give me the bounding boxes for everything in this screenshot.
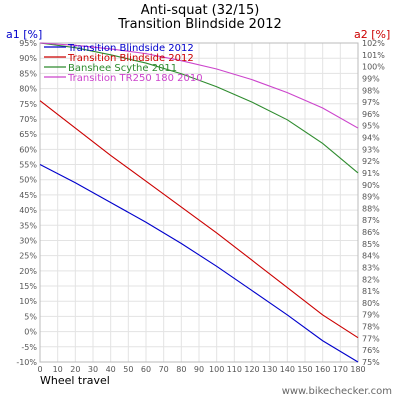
y-left-tick-label: 90% <box>19 54 37 63</box>
x-tick-label: 110 <box>227 365 242 374</box>
series-line-2 <box>39 100 359 339</box>
x-tick-label: 100 <box>209 365 224 374</box>
y-right-tick-label: 78% <box>362 323 380 332</box>
y-left-tick-label: 65% <box>19 130 37 139</box>
x-tick-label: 180 <box>350 365 365 374</box>
y-right-tick-label: 76% <box>362 346 380 355</box>
y-left-tick-label: 0% <box>24 328 37 337</box>
y-right-tick-label: 84% <box>362 252 380 261</box>
y-left-tick-label: 45% <box>19 191 37 200</box>
y-right-tick-label: 90% <box>362 181 380 190</box>
y-left-tick-label: 15% <box>19 282 37 291</box>
y-left-tick-label: 40% <box>19 206 37 215</box>
legend-label-1: Transition Blindside 2012 <box>67 43 194 54</box>
y-left-tick-label: 85% <box>19 69 37 78</box>
x-tick-label: 50 <box>123 365 133 374</box>
y-right-tick-label: 80% <box>362 299 380 308</box>
y-right-tick-label: 95% <box>362 122 380 131</box>
x-tick-label: 150 <box>297 365 312 374</box>
y-right-tick-label: 83% <box>362 263 380 272</box>
y-right-tick-label: 86% <box>362 228 380 237</box>
y-right-tick-label: 98% <box>362 86 380 95</box>
series-lines <box>39 42 359 363</box>
y-left-tick-label: 50% <box>19 176 37 185</box>
y-left-axis-label: a1 [%] <box>6 28 42 41</box>
y-right-tick-label: 89% <box>362 193 380 202</box>
y-right-tick-label: 77% <box>362 334 380 343</box>
legend-label-2: Transition Blindside 2012 <box>67 53 194 64</box>
x-tick-label: 0 <box>37 365 42 374</box>
y-right-tick-label: 75% <box>362 358 380 367</box>
tick-labels: -10% -5% 0% 5% 10% 15% 20% 25% 30% 35% 40% 45% 50% 55… <box>16 39 385 374</box>
y-right-tick-label: 97% <box>362 98 380 107</box>
x-tick-label: 30 <box>88 365 98 374</box>
y-right-tick-label: 81% <box>362 287 380 296</box>
y-right-tick-label: 92% <box>362 157 380 166</box>
x-tick-label: 20 <box>70 365 80 374</box>
grid <box>39 42 359 363</box>
x-tick-label: 120 <box>244 365 259 374</box>
legend-label-3: Banshee Scythe 2011 <box>68 63 177 74</box>
y-right-axis-label: a2 [%] <box>354 28 390 41</box>
legend-label-4: Transition TR250 180 2010 <box>67 73 203 84</box>
y-right-tick-label: 79% <box>362 311 380 320</box>
series-line-3 <box>39 42 359 174</box>
y-left-tick-label: 80% <box>19 85 37 94</box>
y-right-tick-label: 100% <box>362 63 385 72</box>
y-left-tick-label: 5% <box>24 312 37 321</box>
y-left-tick-label: 70% <box>19 115 37 124</box>
x-tick-label: 60 <box>141 365 151 374</box>
y-right-tick-label: 94% <box>362 134 380 143</box>
chart-subtitle: Transition Blindside 2012 <box>117 17 281 32</box>
y-right-tick-label: 91% <box>362 169 380 178</box>
y-left-tick-label: 20% <box>19 267 37 276</box>
y-right-tick-label: 85% <box>362 240 380 249</box>
y-left-tick-label: 10% <box>19 297 37 306</box>
y-right-tick-label: 82% <box>362 275 380 284</box>
x-tick-label: 140 <box>280 365 295 374</box>
y-left-tick-label: 75% <box>19 100 37 109</box>
y-left-tick-label: 25% <box>19 252 37 261</box>
y-left-tick-label: 60% <box>19 145 37 154</box>
y-right-tick-label: 87% <box>362 216 380 225</box>
y-left-tick-label: 35% <box>19 221 37 230</box>
series-line-1 <box>39 164 359 363</box>
y-left-tick-label: -5% <box>21 343 37 352</box>
y-right-tick-label: 101% <box>362 51 385 60</box>
x-tick-label: 80 <box>176 365 186 374</box>
y-right-tick-label: 88% <box>362 204 380 213</box>
y-right-tick-label: 93% <box>362 145 380 154</box>
y-right-tick-label: 99% <box>362 74 380 83</box>
series-line-4 <box>39 42 359 129</box>
y-left-tick-label: 55% <box>19 161 37 170</box>
y-right-tick-label: 96% <box>362 110 380 119</box>
x-tick-label: 90 <box>194 365 204 374</box>
y-right-tick-label: 102% <box>362 39 385 48</box>
x-tick-label: 130 <box>262 365 277 374</box>
footer-credit: www.bikechecker.com <box>282 386 392 397</box>
x-tick-label: 170 <box>333 365 348 374</box>
plot-frame <box>39 42 359 363</box>
y-left-tick-label: -10% <box>16 358 37 367</box>
x-tick-label: 160 <box>315 365 330 374</box>
y-left-tick-label: 95% <box>19 39 37 48</box>
chart-title: Anti-squat (32/15) <box>141 3 260 18</box>
x-axis-label: Wheel travel <box>40 374 110 387</box>
x-tick-label: 10 <box>53 365 63 374</box>
x-tick-label: 40 <box>106 365 116 374</box>
x-tick-label: 70 <box>159 365 169 374</box>
y-left-tick-label: 30% <box>19 236 37 245</box>
